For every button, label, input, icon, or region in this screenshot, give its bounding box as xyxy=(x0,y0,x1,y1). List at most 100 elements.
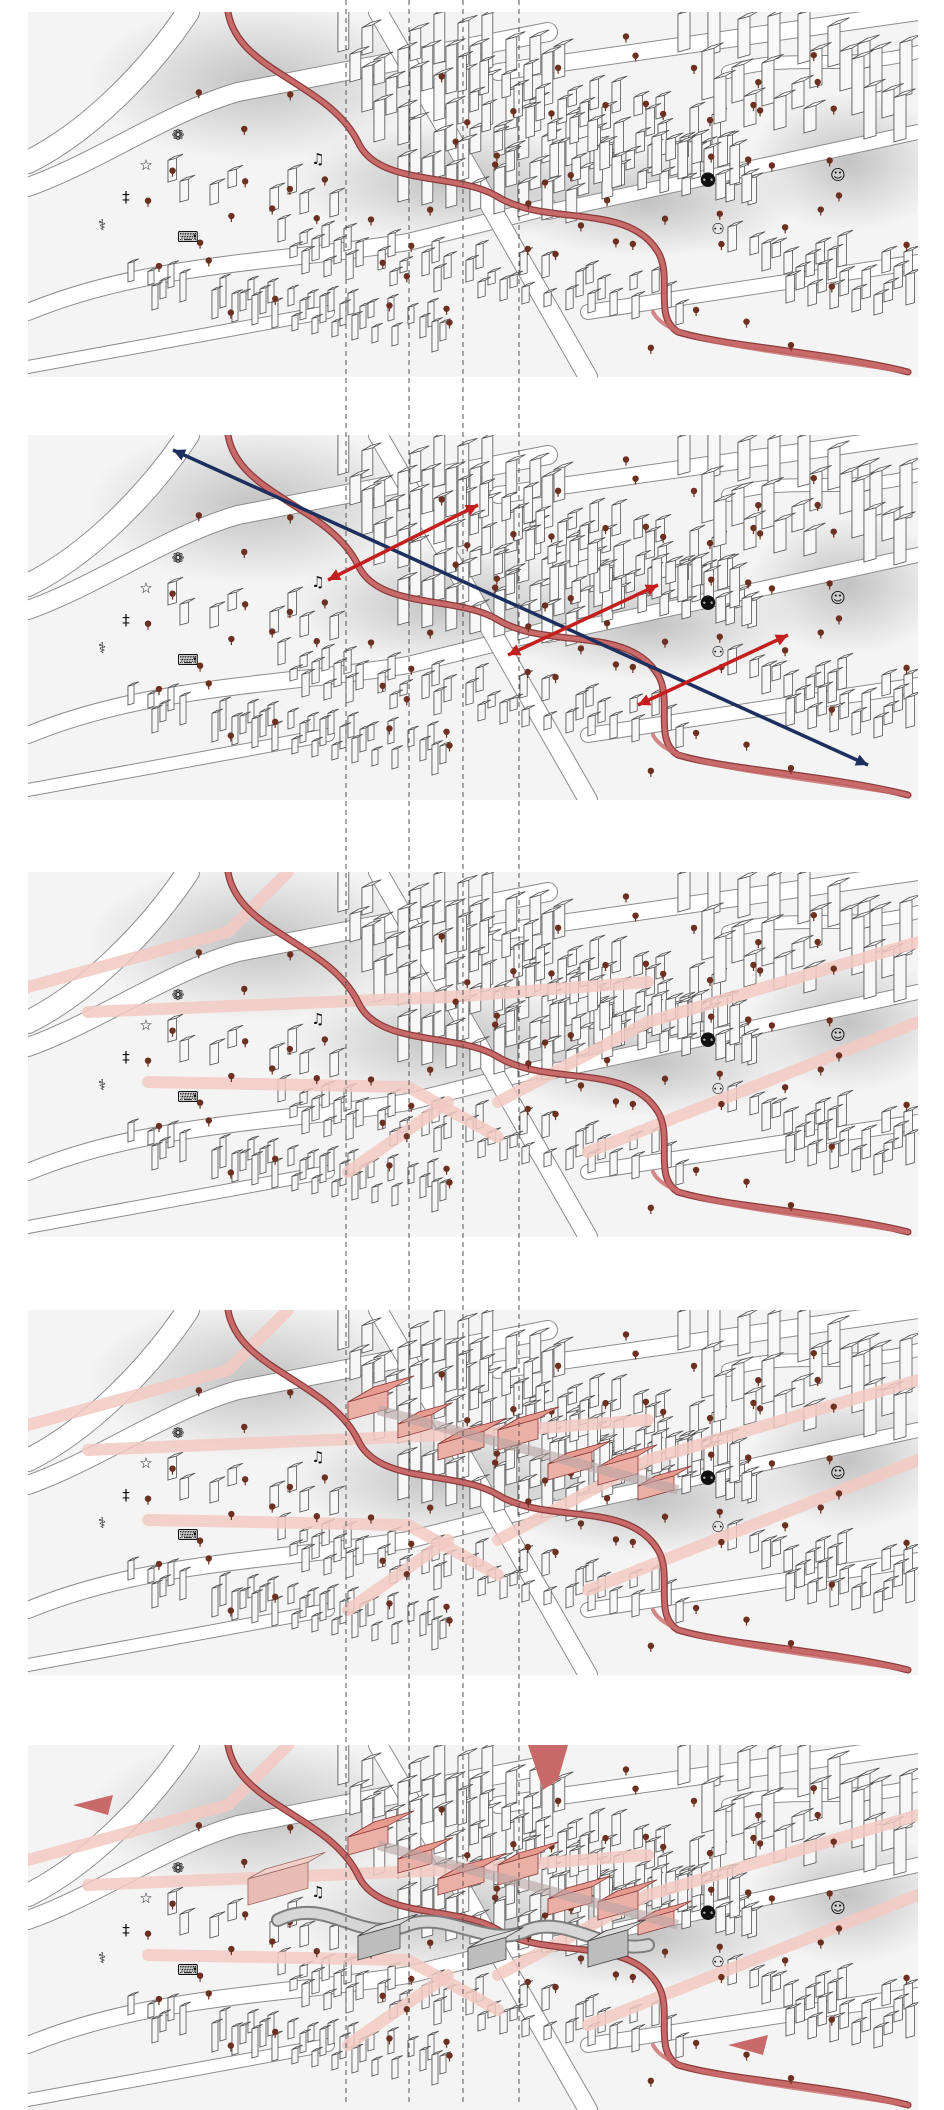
building-front xyxy=(458,55,466,92)
tree-crown xyxy=(750,1400,756,1406)
building-front xyxy=(828,1546,836,1578)
building-front xyxy=(210,1480,218,1503)
building-front xyxy=(530,160,541,190)
tree-crown xyxy=(145,620,151,626)
tree-crown xyxy=(691,65,697,71)
building-front xyxy=(308,1152,314,1169)
building-front xyxy=(432,1618,438,1650)
tree-crown xyxy=(743,318,749,324)
building-front xyxy=(588,292,595,313)
building-front xyxy=(716,1470,726,1498)
tree-crown xyxy=(660,1409,666,1415)
building-front xyxy=(798,1310,810,1362)
building-front xyxy=(444,255,451,279)
tree-crown xyxy=(525,623,531,629)
building-front xyxy=(332,744,338,760)
building-front xyxy=(714,936,726,984)
tree-crown xyxy=(404,696,410,702)
building-front xyxy=(252,1154,258,1185)
building-front xyxy=(494,1464,505,1512)
building-front xyxy=(600,1001,610,1030)
building-front xyxy=(420,1614,426,1636)
building-front xyxy=(632,1155,639,1179)
building-front xyxy=(526,529,534,561)
tree-crown xyxy=(836,615,842,621)
building-front xyxy=(806,253,814,277)
tree-crown xyxy=(903,1540,909,1546)
tree-crown xyxy=(322,176,328,182)
tree-crown xyxy=(542,1039,548,1045)
building-front xyxy=(410,66,421,118)
building-front xyxy=(762,1358,774,1404)
tree-crown xyxy=(427,206,433,212)
building-front xyxy=(666,137,676,161)
tree-crown xyxy=(613,1536,619,1542)
tree-crown xyxy=(717,634,723,640)
piano-icon: ⌨ xyxy=(177,228,199,246)
tree-crown xyxy=(510,531,516,537)
building-front xyxy=(586,1124,593,1144)
building-front xyxy=(530,583,541,613)
building-front xyxy=(332,1181,338,1197)
building-front xyxy=(744,516,756,550)
building-front xyxy=(730,1442,740,1483)
building-front xyxy=(410,117,421,175)
tree-crown xyxy=(555,925,561,931)
tree-crown xyxy=(368,1076,374,1082)
building-front xyxy=(692,134,702,164)
paintbrush-music-icon: ♫ xyxy=(311,1448,324,1466)
building-front xyxy=(362,65,373,112)
building-front xyxy=(408,1604,414,1622)
building-front xyxy=(742,596,752,626)
building-front xyxy=(882,673,890,696)
building-front xyxy=(738,16,750,58)
tree-crown xyxy=(380,1120,386,1126)
building-front xyxy=(906,1132,914,1165)
tree-crown xyxy=(145,1495,151,1501)
tree-crown xyxy=(568,1032,574,1038)
building-front xyxy=(636,131,644,153)
building-front xyxy=(612,155,622,188)
building-front xyxy=(334,239,341,264)
building-front xyxy=(362,1758,373,1788)
tree-crown xyxy=(525,1498,531,1504)
building-front xyxy=(762,920,774,966)
tree-crown xyxy=(643,961,649,967)
tree-crown xyxy=(613,661,619,667)
building-front xyxy=(636,554,644,576)
building-front xyxy=(128,1560,134,1580)
building-front xyxy=(422,251,429,276)
tree-crown xyxy=(826,1455,832,1461)
building-front xyxy=(786,697,794,726)
building-front xyxy=(288,711,294,729)
tree-crown xyxy=(829,1143,835,1149)
tree-crown xyxy=(788,1202,794,1208)
tree-crown xyxy=(648,1643,654,1649)
building-front xyxy=(768,1311,780,1359)
tree-crown xyxy=(386,725,392,731)
tree-crown xyxy=(815,939,821,945)
tree-crown xyxy=(693,1605,699,1611)
building-front xyxy=(232,292,238,322)
building-front xyxy=(212,289,218,319)
tree-crown xyxy=(602,962,608,968)
building-front xyxy=(434,933,445,981)
building-front xyxy=(478,703,485,721)
building-front xyxy=(716,1032,726,1060)
building-front xyxy=(632,295,639,319)
tree-crown xyxy=(693,1167,699,1173)
building-front xyxy=(590,79,598,110)
building-front xyxy=(570,116,578,144)
tree-crown xyxy=(269,1503,275,1509)
tree-crown xyxy=(287,1484,293,1490)
building-front xyxy=(338,1745,349,1785)
building-front xyxy=(702,471,714,523)
building-front xyxy=(444,678,451,702)
building-front xyxy=(874,293,882,315)
building-front xyxy=(762,483,774,529)
building-front xyxy=(388,232,395,257)
tree-crown xyxy=(241,1424,247,1430)
tree-crown xyxy=(228,1607,234,1613)
tree-crown xyxy=(717,1071,723,1077)
building-front xyxy=(636,1429,644,1451)
